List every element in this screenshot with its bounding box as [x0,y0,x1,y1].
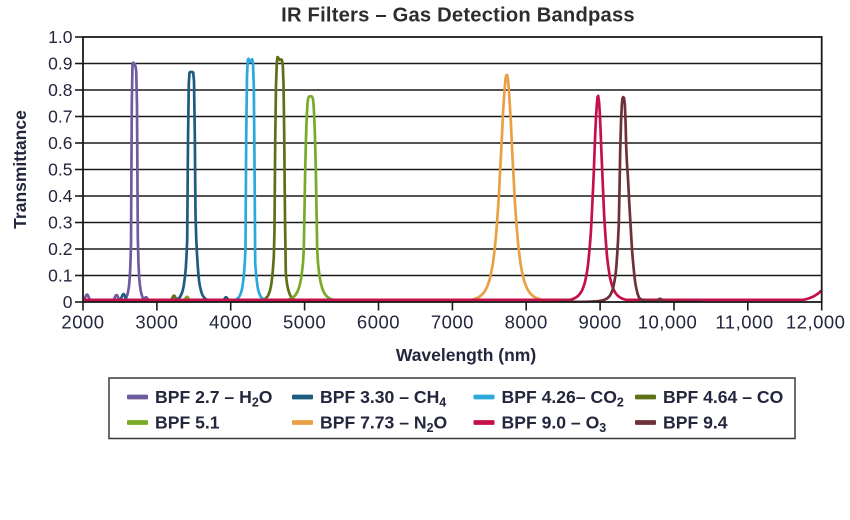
svg-text:2000: 2000 [61,312,104,333]
svg-text:BPF 3.30 – CH4​: BPF 3.30 – CH4​ [320,387,446,410]
svg-text:0.7: 0.7 [48,107,72,127]
svg-text:Wavelength (nm): Wavelength (nm) [396,345,536,365]
svg-text:BPF 9.4: BPF 9.4 [663,413,728,433]
svg-text:8000: 8000 [505,312,548,333]
svg-text:4000: 4000 [209,312,252,333]
svg-text:BPF 2.7 – H2​O: BPF 2.7 – H2​O [155,387,272,410]
svg-text:0.1: 0.1 [48,266,72,286]
svg-text:BPF 7.73 – N2​O: BPF 7.73 – N2​O [320,413,447,436]
svg-text:0.9: 0.9 [48,54,72,74]
svg-text:0.2: 0.2 [48,239,72,259]
svg-text:11,000: 11,000 [715,312,773,333]
svg-text:0.8: 0.8 [48,80,72,100]
svg-text:BPF 9.0 – O3​: BPF 9.0 – O3​ [502,413,607,436]
svg-text:12,000: 12,000 [786,312,846,333]
svg-text:BPF 4.64 – CO: BPF 4.64 – CO [663,387,783,407]
svg-text:IR Filters – Gas Detection Ban: IR Filters – Gas Detection Bandpass [281,5,635,27]
svg-text:Transmittance: Transmittance [10,110,30,229]
svg-text:10,000: 10,000 [638,312,698,333]
svg-text:1.0: 1.0 [48,27,73,47]
svg-text:6000: 6000 [357,312,400,333]
svg-text:3000: 3000 [135,312,178,333]
svg-text:5000: 5000 [283,312,326,333]
svg-text:0.6: 0.6 [48,133,72,153]
svg-text:BPF 4.26– CO2​: BPF 4.26– CO2​ [502,387,624,410]
svg-text:9000: 9000 [579,312,622,333]
svg-text:0.5: 0.5 [48,160,72,180]
svg-text:0.4: 0.4 [48,186,73,206]
svg-text:0: 0 [63,292,73,312]
svg-text:7000: 7000 [431,312,474,333]
svg-text:BPF 5.1: BPF 5.1 [155,413,220,433]
svg-text:0.3: 0.3 [48,213,72,233]
